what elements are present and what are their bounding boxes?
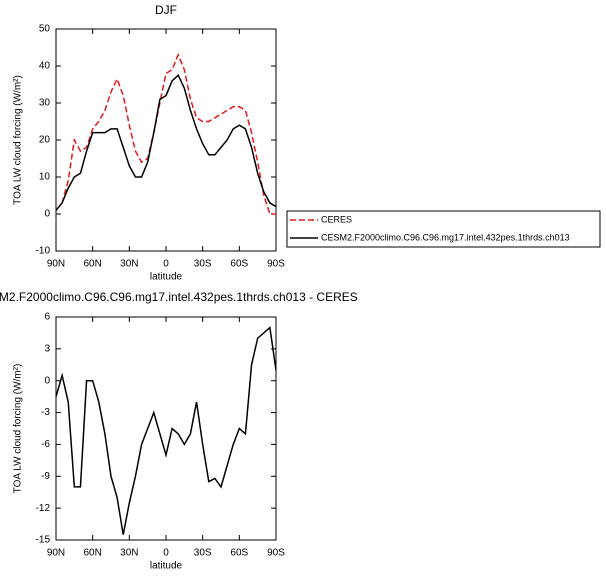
x-tick-label: 60S: [230, 548, 248, 559]
data-line: [55, 326, 277, 535]
x-tick-label: 0: [163, 259, 169, 270]
y-tick-label: 10: [39, 172, 51, 183]
y-tick-label: -3: [41, 407, 50, 418]
x-tick-label: 90S: [267, 259, 285, 270]
y-tick-label: 30: [39, 98, 51, 109]
x-tick-label: 30S: [194, 259, 212, 270]
x-tick-label: 60S: [230, 259, 248, 270]
y-tick-label: 20: [39, 135, 51, 146]
x-tick-label: 60N: [83, 259, 101, 270]
y-axis-label: TOA LW cloud forcing (W/m²): [13, 364, 24, 494]
y-tick-label: 3: [44, 343, 50, 354]
x-tick-label: 90S: [267, 548, 285, 559]
y-tick-label: -10: [36, 246, 51, 257]
y-tick-label: 40: [39, 61, 51, 72]
x-tick-label: 30N: [120, 259, 138, 270]
legend-label: CESM2.F2000climo.C96.C96.mg17.intel.432p…: [321, 232, 570, 242]
data-line: [55, 74, 277, 211]
x-tick-label: 0: [163, 548, 169, 559]
y-axis-label: TOA LW cloud forcing (W/m²): [13, 75, 24, 205]
chart-title: DJF: [155, 3, 177, 17]
x-axis-label: latitude: [150, 561, 183, 572]
x-tick-label: 30N: [120, 548, 138, 559]
x-tick-label: 90N: [47, 548, 65, 559]
y-tick-label: -9: [41, 471, 50, 482]
y-tick-label: 50: [39, 24, 51, 35]
legend-label: CERES: [321, 214, 352, 224]
y-tick-label: -15: [36, 535, 51, 546]
x-tick-label: 60N: [83, 548, 101, 559]
y-tick-label: 0: [44, 375, 50, 386]
y-tick-label: 6: [44, 312, 50, 323]
y-tick-label: 0: [44, 209, 50, 220]
x-tick-label: 90N: [47, 259, 65, 270]
x-tick-label: 30S: [194, 548, 212, 559]
x-axis-label: latitude: [150, 272, 183, 283]
data-line: [55, 52, 276, 215]
chart-title: CESM2.F2000climo.C96.C96.mg17.intel.432p…: [0, 290, 358, 304]
plot-frame: [55, 316, 277, 541]
y-tick-label: -6: [41, 439, 50, 450]
y-tick-label: -12: [36, 503, 51, 514]
legend-box: [286, 210, 601, 248]
